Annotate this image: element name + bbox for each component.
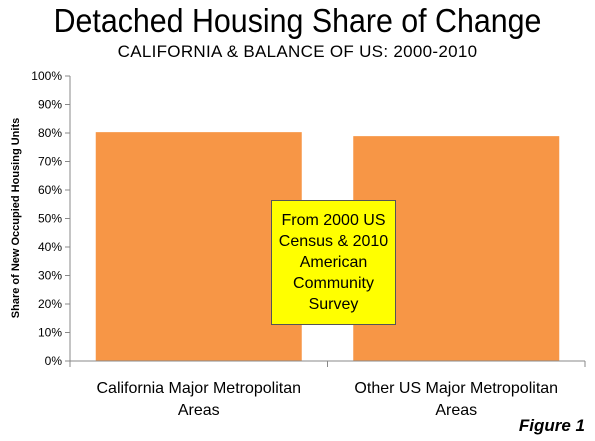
y-tick-label: 20% — [38, 297, 62, 311]
x-category-label-line: California Major Metropolitan — [96, 380, 301, 397]
y-axis: 0% 10% 20% 30% 40% 50% 60% 70% 80% 90% 100% — [31, 69, 70, 368]
y-tick-label: 10% — [38, 326, 62, 340]
chart-title: Detached Housing Share of Change — [53, 2, 542, 39]
y-tick-label: 90% — [38, 98, 62, 112]
y-tick-label: 0% — [45, 354, 63, 368]
y-tick-label: 80% — [38, 126, 62, 140]
axes — [69, 76, 586, 367]
source-annotation: From 2000 US Census & 2010 American Comm… — [271, 200, 396, 325]
x-category-label-line: Areas — [435, 402, 477, 419]
x-category-label: Other US Major Metropolitan Areas — [354, 380, 558, 419]
chart-subtitle: CALIFORNIA & BALANCE OF US: 2000-2010 — [117, 42, 478, 61]
y-tick-label: 100% — [31, 69, 62, 83]
figure-label: Figure 1 — [518, 416, 585, 435]
x-category-label-line: Other US Major Metropolitan — [354, 380, 558, 397]
y-tick-label: 40% — [38, 240, 62, 254]
y-tick-label: 70% — [38, 155, 62, 169]
y-tick-label: 60% — [38, 183, 62, 197]
y-tick-label: 50% — [38, 212, 62, 226]
x-axis: California Major Metropolitan AreasOther … — [96, 380, 558, 419]
x-category-label: California Major Metropolitan Areas — [96, 380, 301, 419]
x-category-label-line: Areas — [178, 402, 220, 419]
y-axis-title: Share of New Occupied Housing Units — [10, 118, 22, 318]
y-tick-label: 30% — [38, 269, 62, 283]
bar-1 — [95, 132, 302, 361]
